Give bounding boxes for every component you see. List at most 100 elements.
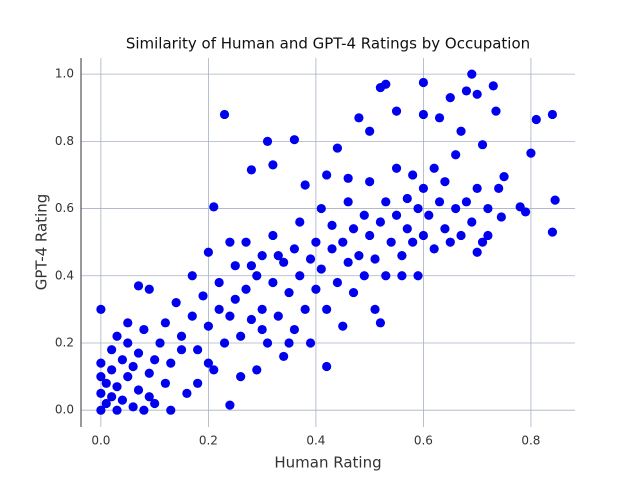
point (279, 351, 289, 362)
point (112, 331, 122, 341)
point (182, 388, 192, 398)
point (375, 217, 386, 227)
point (279, 257, 289, 267)
point (241, 237, 251, 247)
point (477, 237, 488, 247)
point (96, 304, 106, 314)
point (246, 314, 257, 325)
point (187, 311, 197, 321)
point (101, 378, 111, 388)
point (133, 385, 144, 395)
point (96, 405, 106, 415)
point (123, 371, 133, 382)
point (451, 203, 461, 214)
point (332, 143, 343, 153)
point (494, 183, 504, 193)
point (332, 277, 343, 288)
point (150, 355, 160, 365)
y-tick-label: 1.0 (55, 67, 74, 81)
point (531, 114, 541, 125)
y-tick-label: 0.8 (55, 134, 74, 148)
point (262, 338, 273, 348)
point (139, 405, 149, 415)
point (343, 197, 353, 207)
point (203, 321, 213, 331)
point (295, 271, 305, 281)
point (440, 224, 450, 234)
point (284, 287, 294, 298)
point (461, 86, 472, 96)
point (198, 291, 208, 301)
point (381, 197, 391, 207)
point (230, 294, 240, 304)
point (451, 150, 461, 160)
point (434, 113, 445, 123)
point (365, 230, 375, 241)
point (418, 230, 429, 241)
point (160, 318, 170, 328)
point (472, 183, 482, 193)
y-tick-label: 0.0 (55, 403, 74, 417)
point (225, 311, 235, 321)
point (472, 89, 482, 99)
point (219, 338, 230, 348)
point (375, 318, 386, 328)
point (150, 398, 160, 409)
point (496, 212, 506, 222)
y-axis-label: GPT-4 Rating (33, 194, 51, 291)
point (391, 106, 402, 116)
point (547, 109, 558, 120)
point (359, 210, 369, 220)
point (225, 400, 235, 410)
point (381, 271, 391, 281)
x-tick-label: 0.8 (521, 434, 540, 448)
point (343, 257, 353, 267)
chart-title: Similarity of Human and GPT-4 Ratings by… (126, 35, 530, 53)
point (322, 170, 332, 180)
point (354, 113, 364, 123)
point (359, 271, 369, 281)
point (402, 193, 412, 204)
point (467, 217, 477, 227)
point (391, 163, 402, 173)
point (209, 365, 219, 375)
point (284, 338, 294, 348)
point (413, 203, 423, 214)
point (112, 405, 122, 415)
point (257, 304, 267, 314)
point (246, 261, 257, 271)
point (472, 247, 482, 257)
point (397, 271, 407, 281)
point (219, 109, 230, 120)
point (365, 177, 375, 187)
point (257, 251, 267, 261)
x-tick-label: 0.0 (91, 434, 110, 448)
point (252, 365, 262, 375)
point (338, 321, 348, 331)
point (246, 165, 257, 175)
point (107, 392, 117, 402)
point (429, 244, 439, 254)
point (305, 338, 316, 348)
point (139, 324, 149, 335)
x-axis-label: Human Rating (274, 454, 381, 472)
point (257, 324, 267, 335)
point (166, 405, 176, 415)
point (547, 227, 558, 237)
point (273, 311, 283, 321)
point (107, 365, 117, 375)
point (483, 203, 493, 214)
point (236, 371, 246, 382)
point (144, 368, 154, 378)
point (203, 247, 213, 257)
point (230, 261, 240, 271)
point (123, 338, 133, 348)
x-tick-label: 0.2 (199, 434, 218, 448)
point (295, 217, 305, 227)
point (520, 207, 531, 217)
point (402, 224, 412, 234)
point (354, 251, 364, 261)
point (144, 392, 154, 402)
point (160, 378, 170, 388)
point (348, 224, 359, 234)
